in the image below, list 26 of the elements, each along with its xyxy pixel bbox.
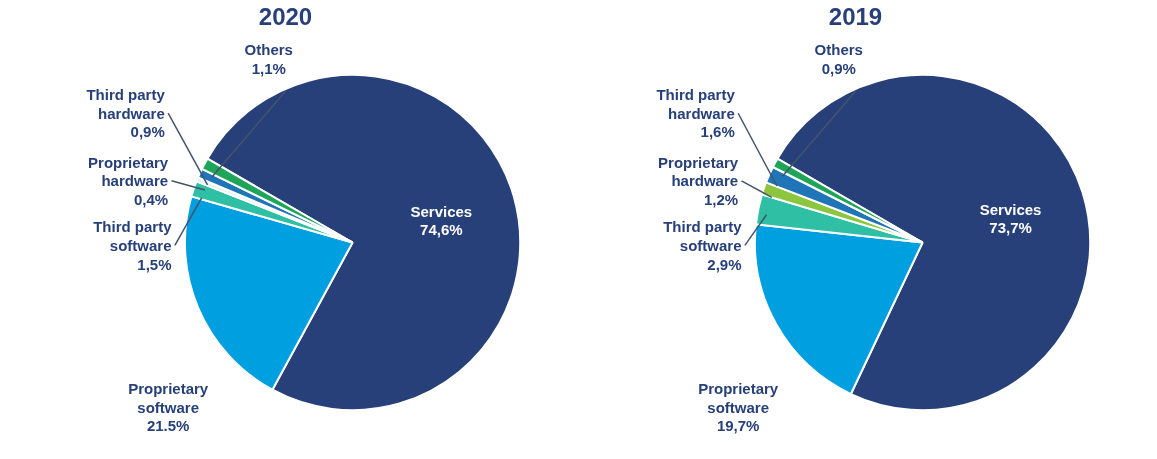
data-label: 2,9%: [707, 255, 742, 273]
data-label: 1,1%: [251, 59, 286, 77]
slice-label: Services: [410, 202, 473, 220]
data-label: 0,4%: [133, 191, 169, 208]
data-label: 73,7%: [989, 219, 1032, 237]
data-label: 0,9%: [821, 59, 856, 77]
slice-label: Third party hardware: [86, 86, 166, 122]
data-label: 0,9%: [130, 123, 165, 141]
slice-label: Third party hardware: [656, 86, 736, 122]
chart-title: 2020: [258, 2, 313, 30]
data-label: 74,6%: [420, 221, 463, 239]
data-label: 21.5%: [146, 417, 190, 435]
chart-title: 2019: [828, 2, 883, 30]
slice-label: Others: [244, 41, 293, 59]
slice-label: Proprietary software: [698, 379, 779, 416]
slice-label: Third party software: [93, 218, 173, 254]
slice-label: Services: [979, 200, 1042, 218]
slice-label: Others: [814, 41, 863, 59]
slice-label: Proprietary hardware: [88, 153, 169, 190]
data-label: 1,6%: [700, 123, 735, 141]
data-label: 19,7%: [716, 417, 760, 435]
data-label: 1,5%: [137, 255, 172, 273]
slice-label: Proprietary hardware: [658, 153, 739, 190]
slice-label: Proprietary software: [128, 379, 209, 416]
slice-label: Third party software: [663, 218, 743, 254]
data-label: 1,2%: [703, 191, 739, 208]
